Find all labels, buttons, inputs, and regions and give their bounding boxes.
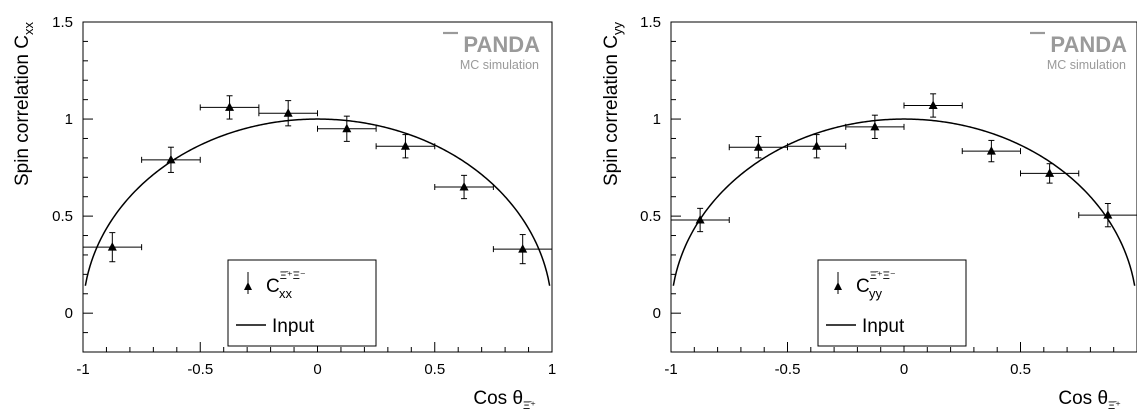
x-axis-label: Cos θΞ̄⁺: [473, 388, 536, 412]
y-tick-label: 1: [653, 111, 661, 128]
legend-label-input: Input: [862, 316, 905, 337]
data-point: [82, 232, 143, 263]
triangle-marker: [928, 100, 938, 109]
triangle-marker: [225, 102, 235, 111]
data-point: [141, 146, 201, 173]
legend-label-data: CΞ̄⁺Ξ⁻ xx: [266, 270, 306, 301]
triangle-marker: [166, 154, 176, 164]
legend-label-data: CΞ̄⁺Ξ⁻ yy: [856, 270, 896, 301]
legend-label-input: Input: [272, 316, 315, 337]
legend-label-sub: yy: [869, 286, 883, 301]
triangle-marker: [753, 142, 763, 151]
x-axis-label-main: Cos θ: [473, 388, 523, 409]
panda-logo: PANDA: [1050, 32, 1127, 57]
data-point: [258, 100, 318, 127]
x-tick-label: -1: [76, 361, 89, 378]
y-axis-label: Spin correlation Cxx: [12, 22, 36, 187]
y-tick-label: 1.5: [640, 14, 661, 31]
x-axis-label: Cos θΞ̄⁺: [1058, 388, 1121, 412]
y-axis-label-main: Spin correlation C: [601, 35, 622, 186]
data-point: [1078, 203, 1137, 228]
y-tick-label: 0: [653, 305, 661, 322]
data-point: [1020, 163, 1080, 184]
legend-label-main: C: [266, 276, 280, 297]
legend: CΞ̄⁺Ξ⁻ xx Input: [227, 259, 377, 347]
x-axis-label-sub: Ξ̄⁺: [1108, 400, 1121, 412]
triangle-marker: [400, 141, 410, 150]
triangle-marker: [107, 242, 117, 251]
mc-simulation-label: MC simulation: [1047, 58, 1126, 72]
x-tick-label: 1: [548, 361, 556, 378]
triangle-marker: [870, 121, 880, 131]
legend-triangle-marker: [834, 282, 842, 290]
data-point: [787, 134, 847, 159]
legend-box: [227, 259, 377, 347]
input-curve: [672, 118, 1136, 286]
x-tick-label: 0.5: [1010, 361, 1031, 378]
data-point: [199, 95, 260, 120]
y-tick-label: 0.5: [640, 208, 661, 225]
triangle-marker: [1045, 168, 1055, 177]
y-tick-label: 1.5: [52, 14, 73, 31]
triangle-marker: [283, 108, 293, 117]
x-axis-label-main: Cos θ: [1058, 388, 1108, 409]
y-axis-label: Spin correlation Cyy: [601, 22, 625, 187]
y-tick-label: 0: [65, 305, 73, 322]
x-tick-label: 0: [313, 361, 321, 378]
legend-triangle-marker: [244, 282, 252, 290]
x-axis-label-sub: Ξ̄⁺: [523, 400, 536, 412]
legend-label-sup: Ξ̄⁺Ξ⁻: [280, 270, 306, 282]
triangle-marker: [459, 182, 469, 191]
data-point: [670, 207, 730, 233]
data-point: [375, 134, 436, 159]
triangle-marker: [812, 141, 822, 150]
data-point: [492, 234, 553, 265]
data-point: [903, 93, 963, 118]
legend-label-sup: Ξ̄⁺Ξ⁻: [870, 270, 896, 282]
data-point: [961, 139, 1021, 163]
panda-logo: PANDA: [463, 32, 540, 57]
mc-simulation-label: MC simulation: [460, 58, 539, 72]
triangle-marker: [1103, 210, 1113, 219]
x-tick-label: -0.5: [187, 361, 213, 378]
triangle-marker: [695, 215, 705, 224]
triangle-marker: [518, 244, 528, 253]
x-tick-label: -0.5: [775, 361, 801, 378]
x-tick-label: 0.5: [424, 361, 445, 378]
x-tick-label: -1: [664, 361, 677, 378]
data-point: [317, 115, 377, 142]
legend: CΞ̄⁺Ξ⁻ yy Input: [817, 259, 967, 347]
y-axis-label-sub: xx: [21, 22, 36, 36]
data-point: [845, 114, 905, 139]
y-axis-label-sub: yy: [610, 22, 625, 36]
legend-label-main: C: [856, 276, 870, 297]
triangle-marker: [986, 146, 996, 155]
y-axis-label-main: Spin correlation C: [12, 35, 33, 186]
triangle-marker: [342, 123, 352, 133]
legend-box: [817, 259, 967, 347]
legend-label-sub: xx: [279, 286, 293, 301]
y-tick-label: 0.5: [52, 208, 73, 225]
input-curve: [84, 118, 551, 286]
y-tick-label: 1: [65, 111, 73, 128]
data-point: [434, 174, 494, 200]
data-point: [728, 136, 788, 159]
x-tick-label: 0: [900, 361, 908, 378]
